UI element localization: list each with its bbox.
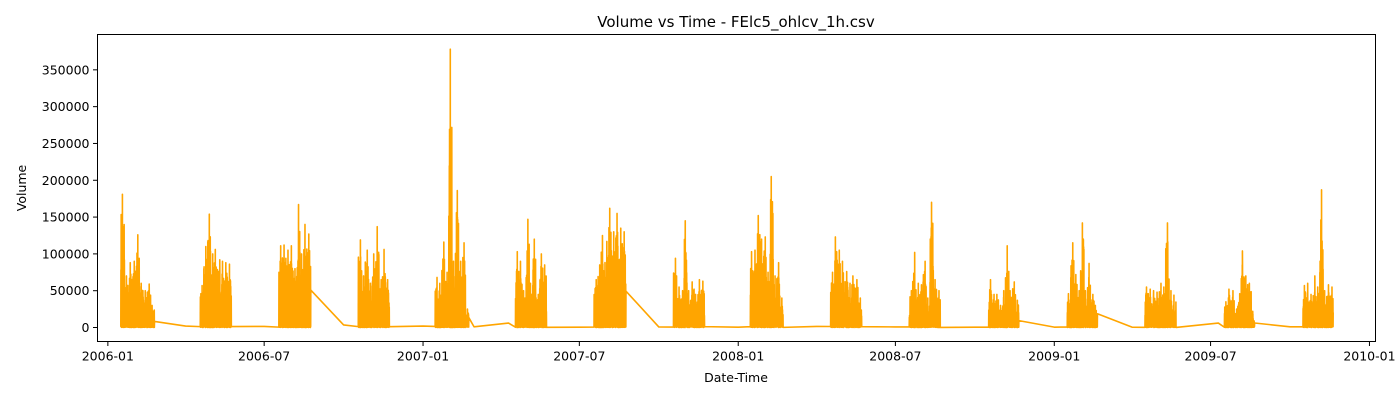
y-tick-label: 100000 bbox=[42, 246, 90, 261]
x-axis: 2006-01 2006-07 2007-01 2007-07 2008-01 2008-… bbox=[82, 341, 1396, 364]
y-axis-label: Volume bbox=[14, 164, 29, 211]
x-tick-label: 2007-01 bbox=[397, 349, 449, 364]
x-tick-label: 2009-01 bbox=[1028, 349, 1080, 364]
y-tick-label: 150000 bbox=[42, 210, 90, 225]
y-tick-label: 250000 bbox=[42, 136, 90, 151]
y-axis: 0 50000 100000 150000 200000 250000 300000 3500… bbox=[42, 62, 98, 335]
x-tick-label: 2006-07 bbox=[238, 349, 290, 364]
chart-title: Volume vs Time - FElc5_ohlcv_1h.csv bbox=[597, 13, 875, 32]
x-tick-label: 2008-01 bbox=[712, 349, 764, 364]
y-tick-label: 0 bbox=[82, 320, 90, 335]
x-tick-label: 2006-01 bbox=[82, 349, 134, 364]
volume-series-line bbox=[120, 48, 1334, 329]
y-tick-label: 300000 bbox=[42, 99, 90, 114]
x-tick-label: 2008-07 bbox=[869, 349, 921, 364]
x-axis-label: Date-Time bbox=[704, 370, 768, 385]
x-tick-label: 2010-01 bbox=[1343, 349, 1395, 364]
x-tick-label: 2009-07 bbox=[1184, 349, 1236, 364]
y-tick-label: 200000 bbox=[42, 173, 90, 188]
y-tick-label: 350000 bbox=[42, 62, 90, 77]
x-tick-label: 2007-07 bbox=[553, 349, 605, 364]
plot-frame bbox=[97, 34, 1376, 342]
y-tick-label: 50000 bbox=[50, 283, 90, 298]
